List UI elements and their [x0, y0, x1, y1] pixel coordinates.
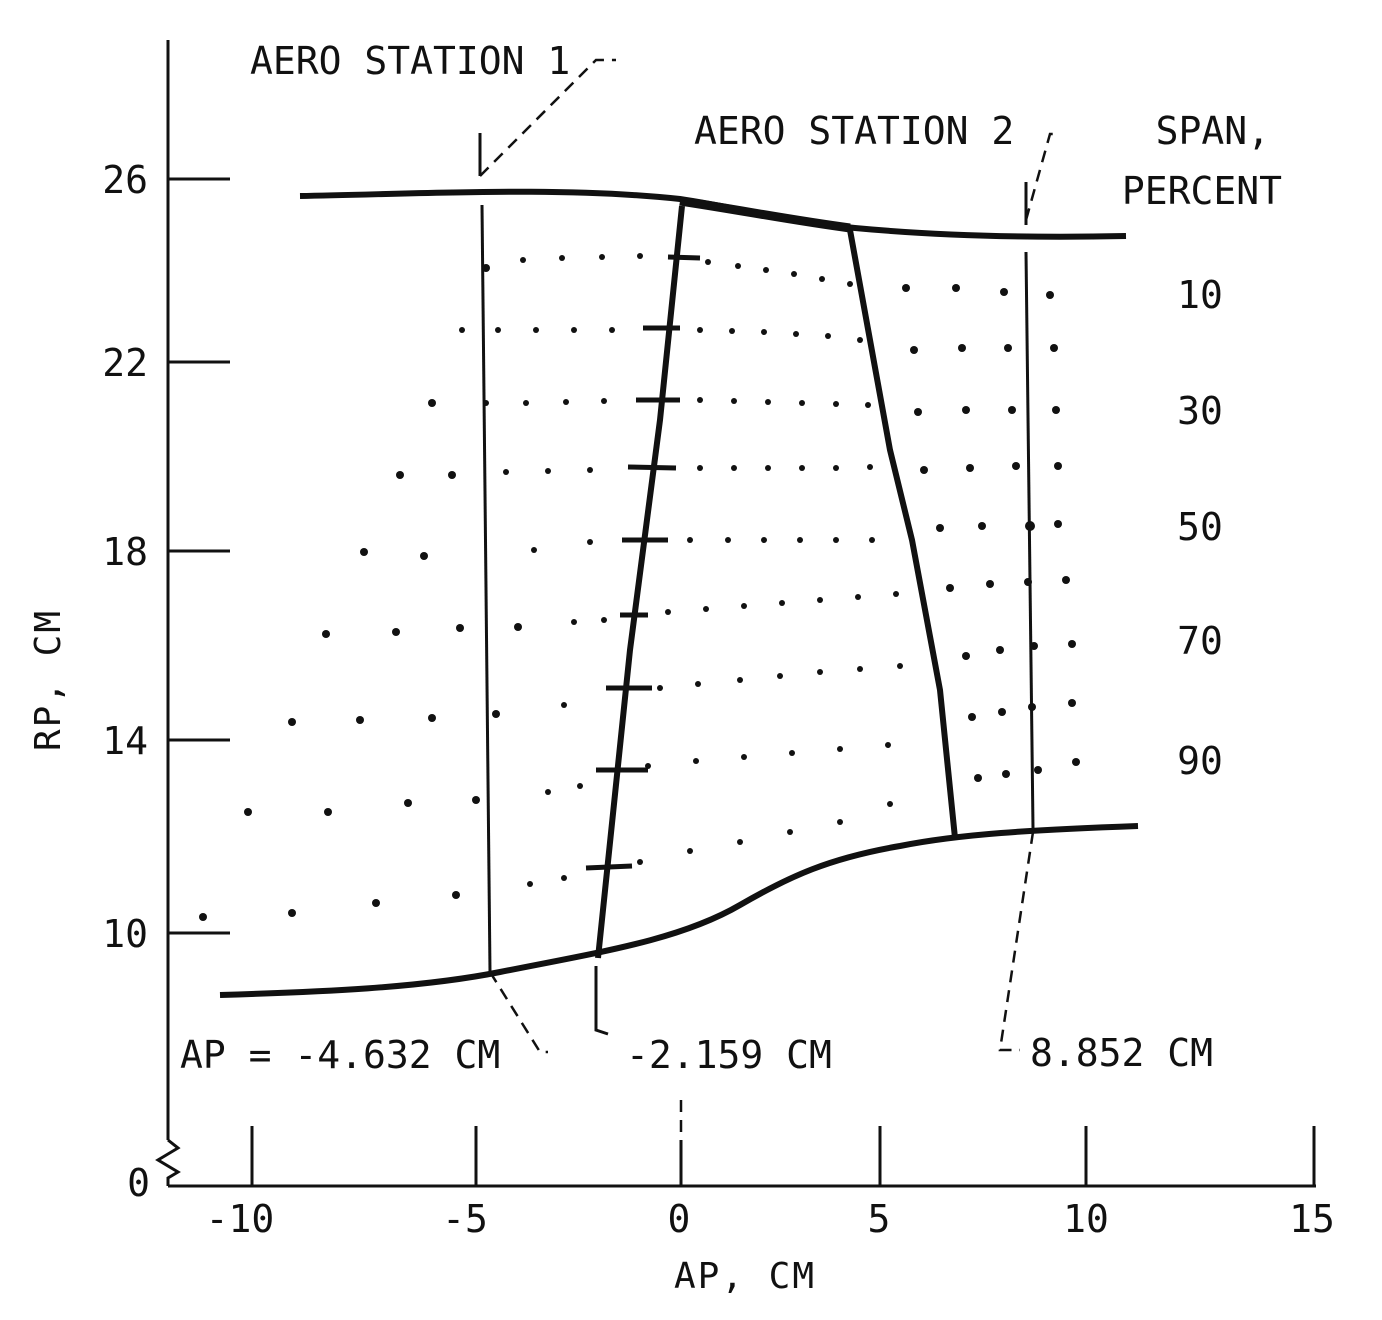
- x-tick-label-5: 5: [868, 1197, 891, 1241]
- x-tick-label-0: 0: [668, 1197, 691, 1241]
- y-tick-label-22: 22: [102, 341, 148, 385]
- y-axis-title: RP, CM: [28, 609, 69, 751]
- y-ticks: [168, 177, 230, 935]
- aero-station-2-line: [1024, 182, 1035, 829]
- ap-left-label: AP = -4.632 CM: [180, 1033, 500, 1077]
- span-percent-heading-2: PERCENT: [1122, 169, 1282, 213]
- y-tick-label-26: 26: [102, 158, 148, 202]
- x-axis-title: AP, CM: [674, 1256, 816, 1297]
- aero-station-2-label: AERO STATION 2: [694, 109, 1014, 153]
- x-ticks: [250, 1126, 1316, 1186]
- leader-ap-left: [488, 971, 548, 1054]
- span-percent-labels: 10 30 50 70 90: [1177, 273, 1223, 783]
- rotor-tip-segment: [679, 196, 851, 233]
- y-tick-label-0: 0: [127, 1161, 150, 1205]
- x-tick-labels: -10 -5 0 5 10 15: [206, 1197, 1335, 1241]
- blade-trailing-edge: [847, 229, 958, 839]
- span-label-50: 50: [1177, 505, 1223, 549]
- x-tick-label-10: 10: [1063, 1197, 1109, 1241]
- ap-mid-label: -2.159 CM: [626, 1033, 832, 1077]
- span-label-10: 10: [1177, 273, 1223, 317]
- y-tick-label-18: 18: [102, 530, 148, 574]
- y-tick-label-10: 10: [102, 912, 148, 956]
- leader-solid: [594, 966, 609, 1036]
- span-label-70: 70: [1177, 619, 1223, 663]
- y-tick-labels: 26 22 18 14 10 0: [102, 158, 150, 1205]
- ap-right-label: 8.852 CM: [1030, 1031, 1213, 1075]
- span-label-90: 90: [1177, 739, 1223, 783]
- aero-station-1-label: AERO STATION 1: [250, 39, 570, 83]
- aero-station-1-line: [478, 133, 492, 973]
- leader-lines: [479, 58, 1060, 1140]
- tip-casing-wall: [299, 188, 1127, 240]
- x-tick-label--10: -10: [206, 1197, 275, 1241]
- x-tick-label-15: 15: [1289, 1197, 1335, 1241]
- x-tick-label--5: -5: [442, 1197, 488, 1241]
- y-tick-label-14: 14: [102, 719, 148, 763]
- grid-points: [199, 253, 1080, 921]
- y-axis: [155, 40, 181, 1186]
- leading-edge-ticks: [585, 254, 701, 871]
- span-percent-heading-1: SPAN,: [1156, 109, 1270, 153]
- hub-wall: [219, 823, 1139, 998]
- span-label-30: 30: [1177, 389, 1223, 433]
- leader-station-2: [1024, 132, 1060, 221]
- leader-station-1: [479, 58, 616, 177]
- leader-ap-right: [998, 831, 1035, 1052]
- blade-leading-edge: [595, 205, 685, 959]
